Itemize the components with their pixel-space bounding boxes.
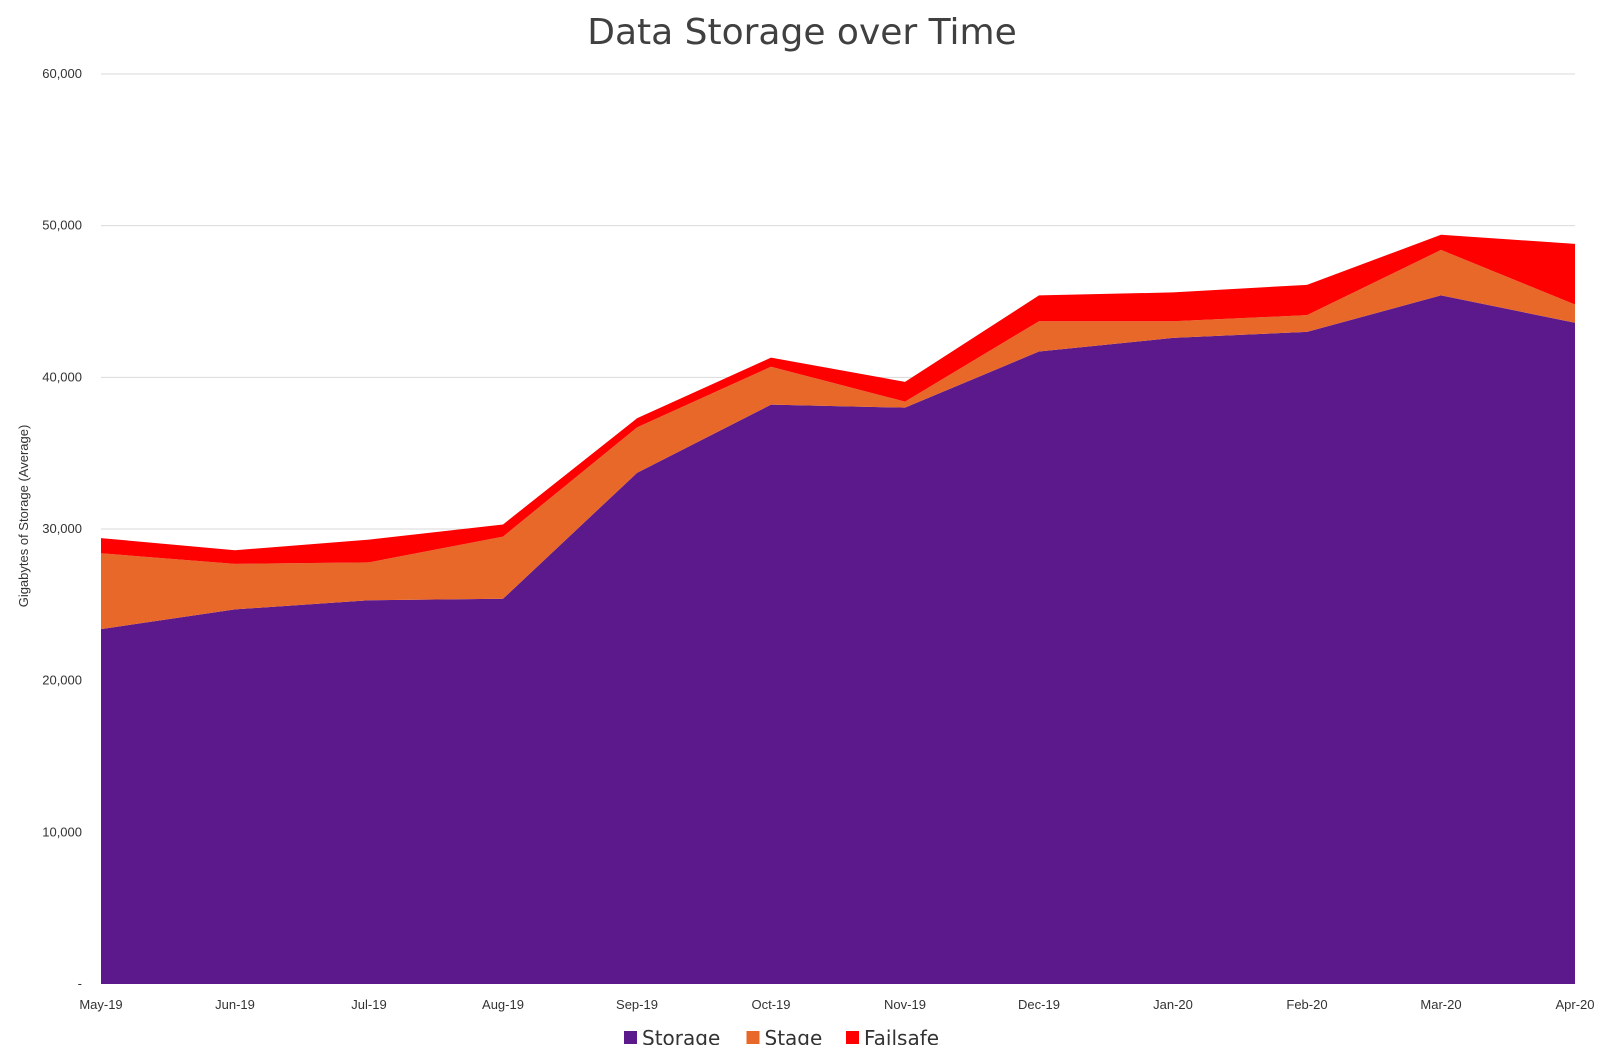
area-series-storage	[101, 295, 1575, 984]
y-axis-ticks: - 10,000 20,000 30,000 40,000 50,000 60,000	[42, 66, 82, 991]
chart-title: Data Storage over Time	[587, 12, 1017, 53]
legend-swatch	[624, 1031, 637, 1044]
y-tick-label: 20,000	[42, 673, 82, 688]
legend-label: Stage	[765, 1026, 823, 1045]
x-tick-label: Jun-19	[215, 997, 255, 1012]
x-tick-label: Jul-19	[351, 997, 386, 1012]
legend-item-storage: Storage	[624, 1026, 720, 1045]
y-axis-label: Gigabytes of Storage (Average)	[16, 425, 31, 608]
x-tick-label: May-19	[79, 997, 122, 1012]
legend-label: Storage	[642, 1026, 720, 1045]
x-tick-label: Dec-19	[1018, 997, 1060, 1012]
y-tick-label: 50,000	[42, 218, 82, 233]
legend-swatch	[746, 1031, 760, 1044]
x-tick-label: Oct-19	[751, 997, 790, 1012]
x-axis-ticks: May-19 Jun-19 Jul-19 Aug-19 Sep-19 Oct-19 Nov-…	[79, 997, 1594, 1012]
x-tick-label: Aug-19	[482, 997, 524, 1012]
legend-label: Failsafe	[864, 1026, 939, 1045]
area-series-stage	[101, 249, 1575, 630]
area-series-failsafe	[101, 234, 1575, 564]
x-tick-label: Mar-20	[1420, 997, 1461, 1012]
x-tick-label: Apr-20	[1555, 997, 1594, 1012]
x-tick-label: Sep-19	[616, 997, 658, 1012]
y-tick-label: 60,000	[42, 66, 82, 81]
y-tick-label: -	[78, 976, 82, 991]
x-tick-label: Feb-20	[1286, 997, 1327, 1012]
y-tick-label: 40,000	[42, 369, 82, 384]
plot-area	[101, 234, 1575, 984]
y-tick-label: 10,000	[42, 824, 82, 839]
legend-item-failsafe: Failsafe	[846, 1026, 939, 1045]
legend: Storage Stage Failsafe	[624, 1026, 939, 1045]
x-tick-label: Jan-20	[1153, 997, 1193, 1012]
legend-item-stage: Stage	[746, 1026, 823, 1045]
legend-swatch	[846, 1031, 859, 1044]
x-tick-label: Nov-19	[884, 997, 926, 1012]
y-tick-label: 30,000	[42, 521, 82, 536]
